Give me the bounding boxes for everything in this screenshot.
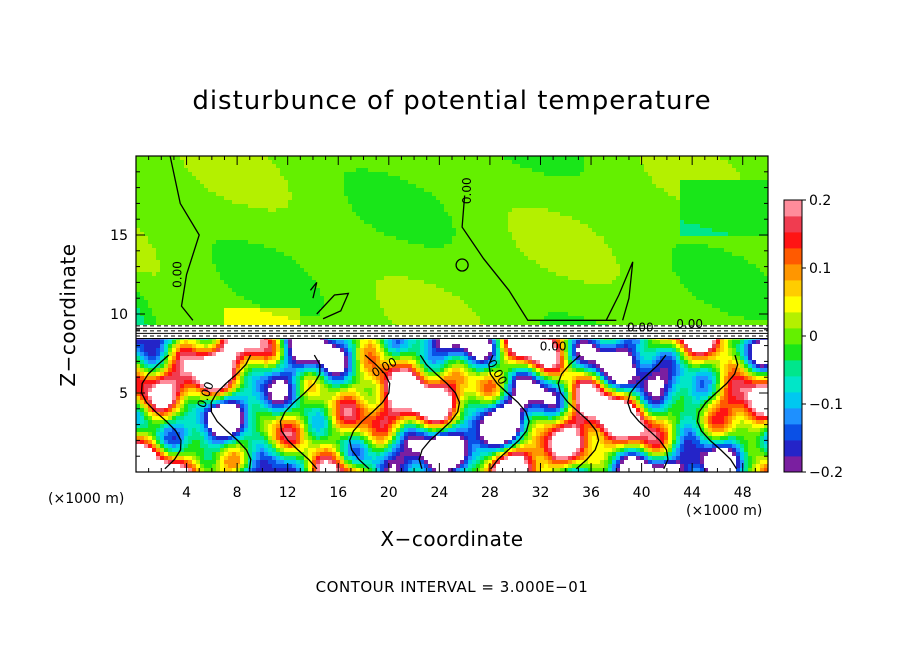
x-tick-label: 28	[481, 485, 499, 501]
colorbar-swatch	[784, 296, 802, 313]
colorbar-tick-label: −0.2	[809, 465, 843, 481]
colorbar-swatch	[784, 424, 802, 441]
x-tick-label: 32	[532, 485, 550, 501]
colorbar-swatch	[784, 312, 802, 329]
x-unit-label-right: (×1000 m)	[686, 503, 763, 519]
x-tick-label: 48	[734, 485, 752, 501]
contour-lines	[140, 156, 739, 470]
colorbar-tick-label: 0.2	[809, 193, 831, 209]
x-axis-label: X−coordinate	[380, 527, 524, 551]
contour-value-label: 0.00	[676, 317, 703, 331]
y-axis-label: Z−coordinate	[56, 243, 80, 387]
y-tick-label: 10	[110, 307, 128, 323]
x-tick-label: 16	[329, 485, 347, 501]
x-tick-label: 36	[582, 485, 600, 501]
heatmap-field	[136, 156, 768, 472]
colorbar-tick-label: 0	[809, 329, 818, 345]
y-tick-label: 5	[119, 386, 128, 402]
colorbar-swatch	[784, 376, 802, 393]
x-tick-label: 12	[279, 485, 297, 501]
y-axis: 5 10 15	[110, 171, 768, 457]
colorbar-swatch	[784, 248, 802, 265]
colorbar-swatch	[784, 264, 802, 281]
x-unit-label-left: (×1000 m)	[48, 491, 125, 507]
x-tick-label: 20	[380, 485, 398, 501]
x-tick-label: 44	[683, 485, 701, 501]
x-tick-label: 8	[233, 485, 242, 501]
colorbar-swatch	[784, 360, 802, 377]
colorbar-swatch	[784, 216, 802, 233]
colorbar-swatch	[784, 344, 802, 361]
colorbar-swatch	[784, 200, 802, 217]
contour-value-label: 0.00	[460, 177, 474, 204]
colorbar-swatch	[784, 408, 802, 425]
contour-interval-note: CONTOUR INTERVAL = 3.000E−01	[315, 578, 589, 596]
colorbar-swatch	[784, 280, 802, 297]
contour-value-label: 0.00	[171, 261, 185, 288]
colorbar-swatch	[784, 328, 802, 345]
colorbar-swatch	[784, 392, 802, 409]
x-tick-label: 40	[633, 485, 651, 501]
interface-contour-band	[136, 325, 768, 340]
colorbar-swatch	[784, 456, 802, 473]
contour-value-label: 0.00	[540, 339, 567, 353]
x-axis: 4 8 12 16 20 24 28 32 36 40 44 48	[148, 156, 756, 501]
x-tick-label: 4	[182, 485, 191, 501]
x-tick-label: 24	[430, 485, 448, 501]
contour-value-label: 0.00	[627, 320, 654, 334]
colorbar: 0.2 0.1 0 −0.1 −0.2	[783, 193, 843, 481]
chart-title: disturbunce of potential temperature	[192, 86, 712, 116]
y-tick-label: 15	[110, 228, 128, 244]
colorbar-swatch	[784, 440, 802, 457]
colorbar-swatch	[784, 232, 802, 249]
colorbar-tick-label: 0.1	[809, 261, 831, 277]
colorbar-tick-label: −0.1	[809, 397, 843, 413]
